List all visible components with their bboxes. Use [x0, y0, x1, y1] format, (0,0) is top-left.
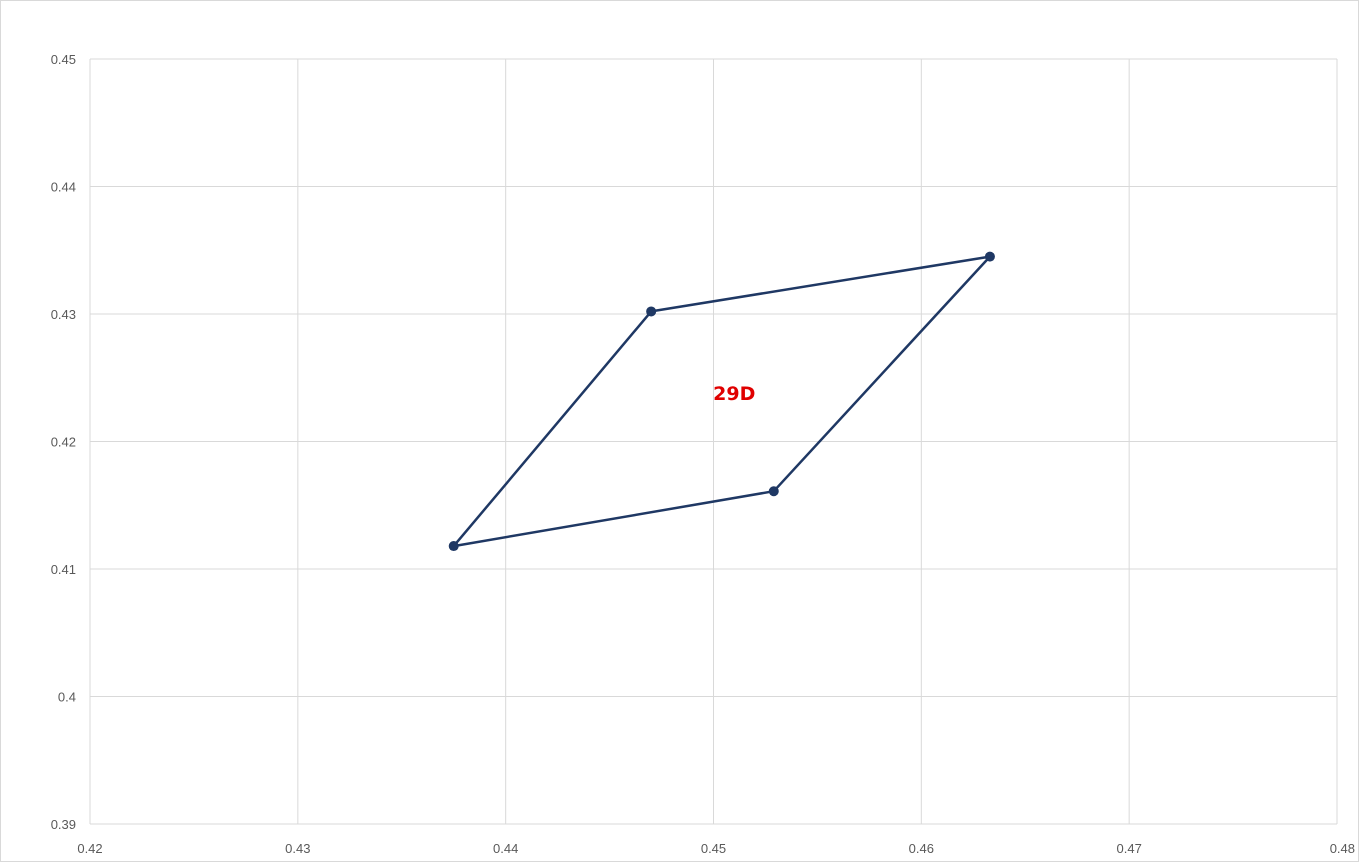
gridlines: [89, 58, 1338, 825]
x-tick-label: 0.44: [493, 841, 518, 856]
y-tick-label: 0.42: [51, 435, 76, 450]
data-series: [448, 251, 995, 552]
y-tick-label: 0.4: [58, 690, 76, 705]
data-point: [768, 486, 779, 497]
annotation-label: 29D: [713, 383, 755, 405]
y-tick-label: 0.39: [51, 817, 76, 832]
y-tick-label: 0.44: [51, 180, 76, 195]
x-tick-label: 0.45: [701, 841, 726, 856]
y-tick-label: 0.45: [51, 52, 76, 67]
annotations: 29D: [713, 383, 755, 405]
data-point: [448, 541, 459, 552]
x-tick-label: 0.42: [77, 841, 102, 856]
y-tick-label: 0.43: [51, 307, 76, 322]
data-point: [646, 306, 657, 317]
data-point: [984, 251, 995, 262]
y-tick-label: 0.41: [51, 562, 76, 577]
x-tick-label: 0.43: [285, 841, 310, 856]
x-tick-label: 0.46: [909, 841, 934, 856]
tick-labels: 0.42 0.43 0.44 0.45 0.46 0.47 0.48 0.39 0.4 0.41 0…: [51, 52, 1355, 856]
x-tick-label: 0.48: [1330, 841, 1355, 856]
x-tick-label: 0.47: [1117, 841, 1142, 856]
